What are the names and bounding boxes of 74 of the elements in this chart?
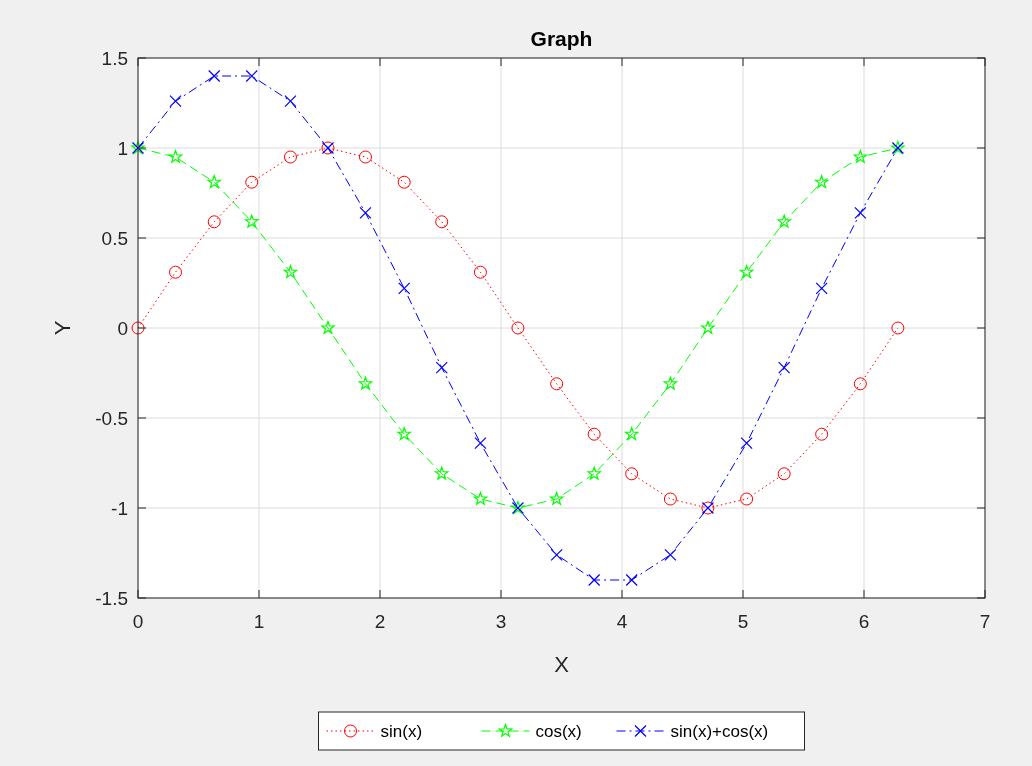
point [434,466,449,480]
point [244,214,259,228]
y-tick-label: 0.5 [101,228,128,249]
point [511,321,525,335]
legend-label: cos(x) [535,722,582,741]
point [358,150,372,164]
x-tick-label: 2 [374,611,386,632]
point [397,427,411,441]
x-tick-label: 5 [737,611,749,632]
point [473,265,487,279]
point [207,175,222,189]
point [815,427,829,441]
point [208,69,221,83]
point [359,206,372,219]
x-tick-label: 6 [858,611,870,632]
point [398,282,411,295]
point [207,215,221,229]
point [169,95,182,108]
y-tick-label: 0 [117,318,128,339]
y-tick-label: -1.5 [95,588,128,609]
x-tick-label: 3 [495,611,507,632]
x-tick-label: 1 [253,611,265,632]
point [587,427,601,441]
point [701,320,715,334]
y-tick-label: -0.5 [95,408,128,429]
point [853,149,868,163]
point [283,265,298,279]
point [284,95,297,108]
point [549,491,564,505]
point [625,467,639,481]
point [245,69,258,83]
point [664,548,677,561]
point [587,466,601,480]
y-tick-label: 1 [117,138,128,159]
chart-title: Graph [530,27,593,50]
point [663,492,677,506]
point [588,573,601,587]
y-tick-label: 1.5 [101,48,128,69]
point [550,548,563,561]
x-axis-title: X [554,652,570,677]
point [131,321,145,335]
point [435,361,448,374]
point [854,206,867,219]
x-tick-label: 4 [616,611,628,632]
point [168,149,183,163]
legend-label: sin(x)+cos(x) [670,722,769,741]
point [663,376,678,390]
point [435,215,449,229]
x-tick-label: 7 [979,611,991,632]
point [397,175,411,189]
point [815,282,828,295]
point [891,321,905,335]
point [321,320,335,334]
point [624,427,639,441]
point [474,437,487,450]
point [169,265,183,279]
legend-label: sin(x) [380,722,423,741]
point [740,492,754,506]
point [283,150,297,164]
y-axis-title: Y [50,320,75,336]
point [853,377,867,391]
point [625,573,638,587]
point [814,175,829,189]
point [358,376,373,390]
point [245,175,259,189]
point [739,265,754,279]
point [550,377,564,391]
point [777,467,791,481]
point [777,214,791,228]
y-tick-label: -1 [111,498,128,519]
point [473,491,488,505]
point [740,437,753,450]
x-tick-label: 0 [132,611,144,632]
point [778,361,791,374]
